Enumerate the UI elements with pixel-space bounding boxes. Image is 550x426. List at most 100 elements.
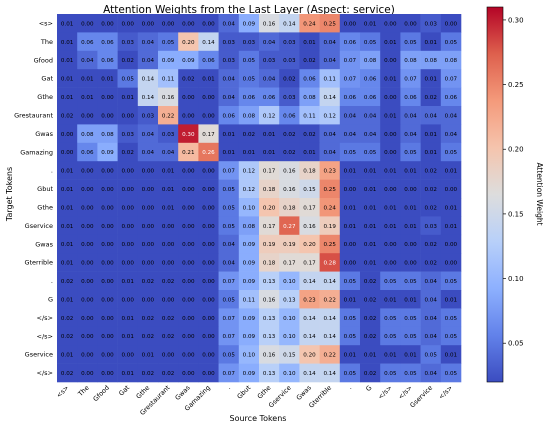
cell-value-label: 0.00 bbox=[445, 187, 458, 193]
heatmap-cell bbox=[198, 216, 219, 236]
cell-value-label: 0.02 bbox=[142, 334, 154, 340]
cell-value-label: 0.04 bbox=[142, 132, 155, 138]
heatmap-cell bbox=[198, 50, 219, 70]
cell-value-label: 0.02 bbox=[424, 205, 436, 211]
heatmap-cell bbox=[319, 216, 341, 236]
heatmap-cell bbox=[117, 253, 139, 272]
heatmap-cell bbox=[198, 271, 219, 291]
cell-value-label: 0.01 bbox=[445, 205, 458, 211]
cell-value-label: 0.02 bbox=[424, 187, 436, 193]
heatmap-cell bbox=[178, 345, 199, 364]
heatmap-cell bbox=[299, 363, 320, 383]
cell-value-label: 0.09 bbox=[243, 279, 256, 285]
heatmap-cell bbox=[57, 234, 78, 254]
x-tick-label: Gthe bbox=[135, 384, 152, 401]
cell-value-label: 0.05 bbox=[404, 371, 417, 377]
heatmap-cell bbox=[238, 124, 260, 144]
cell-value-label: 0.00 bbox=[121, 242, 134, 248]
heatmap-cell bbox=[420, 50, 442, 70]
heatmap-cell bbox=[137, 363, 159, 383]
heatmap-cell bbox=[137, 161, 159, 180]
heatmap-cell bbox=[440, 234, 462, 254]
cell-value-label: 0.15 bbox=[303, 187, 316, 193]
heatmap-cell bbox=[77, 363, 98, 383]
cell-value-label: 0.00 bbox=[121, 261, 134, 267]
cell-value-label: 0.21 bbox=[182, 150, 195, 156]
cell-value-label: 0.00 bbox=[81, 279, 94, 285]
cell-value-label: 0.04 bbox=[404, 113, 417, 119]
cell-value-label: 0.04 bbox=[445, 113, 458, 119]
cell-value-label: 0.00 bbox=[61, 150, 74, 156]
heatmap-cell bbox=[97, 179, 118, 199]
cell-value-label: 0.00 bbox=[384, 58, 397, 64]
cell-value-label: 0.00 bbox=[101, 187, 114, 193]
heatmap-cell bbox=[218, 14, 240, 33]
cell-value-label: 0.01 bbox=[263, 132, 276, 138]
heatmap-cell bbox=[158, 69, 179, 88]
heatmap-cell bbox=[137, 32, 159, 52]
heatmap-cell bbox=[420, 290, 442, 309]
heatmap-cell bbox=[178, 124, 199, 144]
heatmap-cell bbox=[117, 290, 139, 309]
x-tick-label: . bbox=[346, 384, 353, 391]
cell-value-label: 0.00 bbox=[121, 297, 134, 303]
cell-value-label: 0.06 bbox=[101, 40, 114, 46]
cell-value-label: 0.00 bbox=[81, 261, 94, 267]
cell-value-label: 0.07 bbox=[222, 334, 235, 340]
cell-value-label: 0.05 bbox=[384, 371, 397, 377]
cell-value-label: 0.00 bbox=[182, 224, 195, 230]
heatmap-cell bbox=[279, 271, 300, 291]
heatmap-cell bbox=[259, 142, 280, 162]
cell-value-label: 0.05 bbox=[424, 353, 437, 359]
heatmap-cell bbox=[259, 124, 280, 144]
heatmap-cell bbox=[97, 363, 118, 383]
cell-value-label: 0.14 bbox=[202, 40, 215, 46]
cell-value-label: 0.02 bbox=[283, 150, 295, 156]
heatmap-cell bbox=[178, 198, 199, 217]
heatmap-cell bbox=[178, 234, 199, 254]
heatmap-cell bbox=[360, 198, 381, 217]
y-tick-label: Gthe bbox=[37, 93, 53, 101]
chart-title: Attention Weights from the Last Layer (A… bbox=[103, 4, 395, 16]
heatmap-cell bbox=[299, 216, 320, 236]
heatmap-cell bbox=[178, 179, 199, 199]
heatmap-cell bbox=[198, 161, 219, 180]
y-tick-label: Gservice bbox=[25, 351, 53, 359]
cell-value-label: 0.00 bbox=[121, 21, 134, 27]
heatmap-cell bbox=[420, 234, 442, 254]
heatmap-cell bbox=[97, 345, 118, 364]
cell-value-label: 0.01 bbox=[364, 169, 377, 175]
heatmap-cell bbox=[279, 87, 300, 107]
cell-value-label: 0.01 bbox=[424, 77, 437, 83]
cell-value-label: 0.00 bbox=[202, 316, 215, 322]
cell-value-label: 0.04 bbox=[424, 279, 437, 285]
cell-value-label: 0.00 bbox=[81, 113, 94, 119]
heatmap-cell bbox=[158, 234, 179, 254]
cell-value-label: 0.11 bbox=[162, 77, 175, 83]
cell-value-label: 0.01 bbox=[364, 205, 377, 211]
cell-value-label: 0.06 bbox=[344, 40, 357, 46]
heatmap-cell bbox=[319, 290, 341, 309]
heatmap-cell bbox=[360, 106, 381, 125]
heatmap-cell bbox=[279, 363, 300, 383]
heatmap-cell bbox=[97, 271, 118, 291]
cell-value-label: 0.04 bbox=[222, 77, 235, 83]
heatmap-cell bbox=[77, 198, 98, 217]
heatmap-cell bbox=[137, 69, 159, 88]
cell-value-label: 0.01 bbox=[404, 205, 417, 211]
heatmap-cell bbox=[97, 216, 118, 236]
cell-value-label: 0.03 bbox=[283, 58, 296, 64]
cell-value-label: 0.05 bbox=[445, 150, 458, 156]
heatmap-cell bbox=[360, 142, 381, 162]
cell-value-label: 0.01 bbox=[162, 169, 175, 175]
heatmap-cell bbox=[360, 14, 381, 33]
y-tick-label: . bbox=[51, 167, 53, 175]
cell-value-label: 0.05 bbox=[404, 40, 417, 46]
cell-value-label: 0.05 bbox=[222, 205, 235, 211]
cell-value-label: 0.00 bbox=[202, 297, 215, 303]
heatmap-cell bbox=[158, 142, 179, 162]
heatmap-cell bbox=[218, 161, 240, 180]
y-tick-label: Gthe bbox=[37, 204, 53, 212]
cell-value-label: 0.13 bbox=[283, 297, 296, 303]
heatmap-cell bbox=[218, 216, 240, 236]
